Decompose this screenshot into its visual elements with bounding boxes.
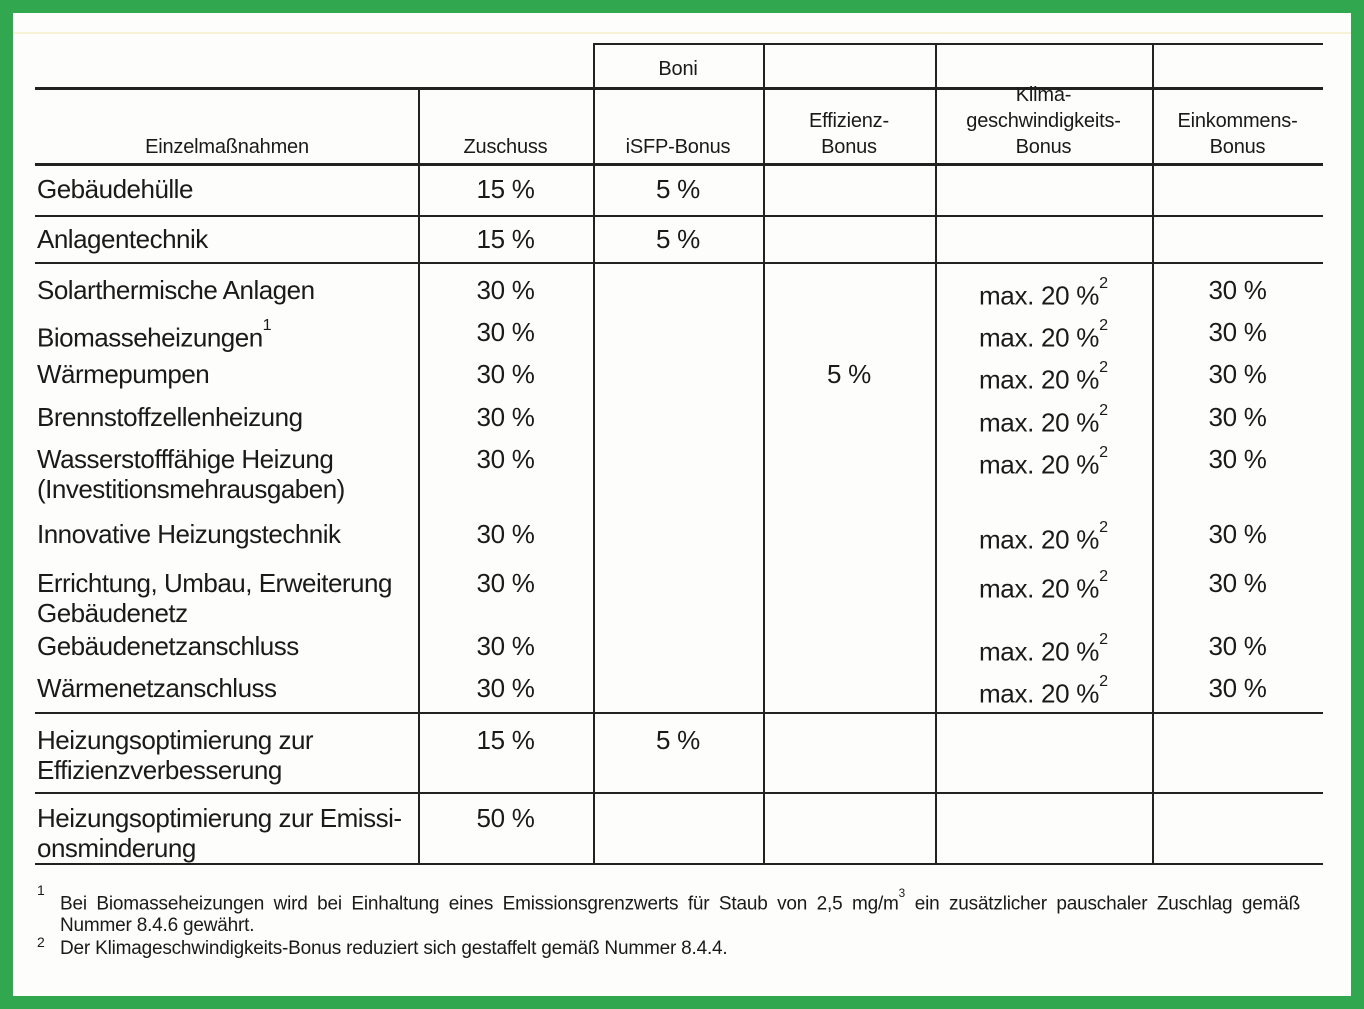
footnote-text-part: Bei Biomasseheizungen wird bei Einhaltun… bbox=[60, 893, 899, 915]
table-line bbox=[763, 43, 765, 865]
value-einkommens-bonus: 30 % bbox=[1208, 519, 1267, 549]
value-zuschuss: 30 % bbox=[476, 444, 535, 474]
table-line bbox=[35, 215, 1323, 217]
footnote-ref: 2 bbox=[1099, 566, 1109, 585]
footnote-ref: 2 bbox=[1099, 273, 1109, 292]
value-text: max. 20 % bbox=[978, 322, 1100, 353]
value-zuschuss: 30 % bbox=[476, 631, 535, 661]
table-line bbox=[593, 43, 595, 865]
footnote-ref: 2 bbox=[1099, 442, 1109, 461]
value-klima-bonus: max. 20 %2 bbox=[935, 566, 1152, 604]
value-klima-bonus: max. 20 %2 bbox=[935, 671, 1152, 709]
measure-label: Wärmenetzanschluss bbox=[37, 673, 277, 703]
measure-label: Wasserstofffähige Heizung (Investitionsm… bbox=[37, 444, 345, 504]
measure-label: Anlagentechnik bbox=[37, 224, 208, 254]
measure-label: Biomasseheizungen1 bbox=[37, 315, 415, 353]
measure-label: Heizungsoptimierung zur Effizienzverbess… bbox=[37, 725, 314, 785]
value-einkommens-bonus: 30 % bbox=[1208, 444, 1267, 474]
value-klima-bonus: max. 20 %2 bbox=[935, 442, 1152, 480]
footnote-marker: 1 bbox=[37, 882, 45, 898]
table-line bbox=[35, 712, 1323, 714]
value-text: max. 20 % bbox=[978, 407, 1100, 438]
footnote-ref: 2 bbox=[1099, 400, 1109, 419]
scan-artifact-line bbox=[13, 32, 1351, 34]
footnote-ref: 2 bbox=[1099, 629, 1109, 648]
measure-label: Solarthermische Anlagen bbox=[37, 275, 315, 305]
table-line bbox=[1152, 43, 1154, 865]
table-line bbox=[35, 792, 1323, 794]
value-klima-bonus: max. 20 %2 bbox=[935, 357, 1152, 395]
value-einkommens-bonus: 30 % bbox=[1208, 275, 1267, 305]
value-zuschuss: 15 % bbox=[476, 174, 535, 204]
value-einkommens-bonus: 30 % bbox=[1208, 317, 1267, 347]
footnote-text-part: ein zusätzlicher pauschaler Zuschlag gem… bbox=[60, 893, 1300, 937]
measure-label: Innovative Heizungstechnik bbox=[37, 519, 341, 549]
footnote-marker: 2 bbox=[37, 934, 45, 950]
value-einkommens-bonus: 30 % bbox=[1208, 402, 1267, 432]
value-einkommens-bonus: 30 % bbox=[1208, 673, 1267, 703]
column-header-isfp-bonus: iSFP-Bonus bbox=[625, 136, 731, 158]
value-klima-bonus: max. 20 %2 bbox=[935, 273, 1152, 311]
label-text: Biomasseheizungen bbox=[37, 322, 263, 353]
column-header-effizienz-bonus: Effizienz- Bonus bbox=[809, 110, 889, 158]
column-header-einkommens-bonus: Einkommens- Bonus bbox=[1177, 110, 1298, 158]
measure-label: Gebäudehülle bbox=[37, 174, 193, 204]
column-group-header-boni: Boni bbox=[658, 58, 698, 80]
value-zuschuss: 30 % bbox=[476, 359, 535, 389]
footnote-text: Der Klimageschwindigkeits-Bonus reduzier… bbox=[60, 938, 728, 959]
footnote-ref: 2 bbox=[1099, 517, 1109, 536]
value-klima-bonus: max. 20 %2 bbox=[935, 629, 1152, 667]
table-line bbox=[418, 87, 420, 865]
table-line bbox=[593, 43, 1323, 45]
column-header-einzelmassnahmen: Einzelmaßnahmen bbox=[145, 136, 309, 158]
measure-label: Wärmepumpen bbox=[37, 359, 210, 389]
value-text: max. 20 % bbox=[978, 449, 1100, 480]
value-isfp-bonus: 5 % bbox=[656, 224, 700, 254]
table-line bbox=[35, 87, 1323, 90]
value-einkommens-bonus: 30 % bbox=[1208, 359, 1267, 389]
table-line bbox=[935, 43, 937, 865]
footnote-ref: 2 bbox=[1099, 671, 1109, 690]
footnote-ref: 2 bbox=[1099, 357, 1109, 376]
table-line bbox=[35, 163, 1323, 166]
table-line bbox=[35, 863, 1323, 865]
value-effizienz-bonus: 5 % bbox=[827, 359, 871, 389]
value-zuschuss: 15 % bbox=[476, 725, 535, 755]
value-zuschuss: 15 % bbox=[476, 224, 535, 254]
measure-label: Errichtung, Umbau, Erweiterung Gebäudene… bbox=[37, 568, 392, 628]
value-klima-bonus: max. 20 %2 bbox=[935, 400, 1152, 438]
value-zuschuss: 30 % bbox=[476, 275, 535, 305]
measure-label: Heizungsoptimierung zur Emissi- onsminde… bbox=[37, 803, 402, 863]
footnote-text: Bei Biomasseheizungen wird bei Einhaltun… bbox=[60, 886, 1300, 937]
value-einkommens-bonus: 30 % bbox=[1208, 631, 1267, 661]
value-text: max. 20 % bbox=[978, 636, 1100, 667]
footnote-ref: 2 bbox=[1099, 315, 1109, 334]
value-isfp-bonus: 5 % bbox=[656, 725, 700, 755]
value-text: max. 20 % bbox=[978, 573, 1100, 604]
value-zuschuss: 30 % bbox=[476, 317, 535, 347]
value-zuschuss: 30 % bbox=[476, 673, 535, 703]
value-text: max. 20 % bbox=[978, 280, 1100, 311]
measure-label: Gebäudenetzanschluss bbox=[37, 631, 299, 661]
table-line bbox=[35, 262, 1323, 264]
value-text: max. 20 % bbox=[978, 678, 1100, 709]
superscript: 3 bbox=[898, 886, 906, 900]
value-zuschuss: 30 % bbox=[476, 402, 535, 432]
column-header-klimageschwindigkeits-bonus: Klima- geschwindigkeits- Bonus bbox=[966, 84, 1121, 158]
value-zuschuss: 30 % bbox=[476, 568, 535, 598]
value-text: max. 20 % bbox=[978, 364, 1100, 395]
value-isfp-bonus: 5 % bbox=[656, 174, 700, 204]
value-zuschuss: 30 % bbox=[476, 519, 535, 549]
footnote-ref: 1 bbox=[262, 315, 272, 334]
measure-label: Brennstoffzellenheizung bbox=[37, 402, 303, 432]
column-header-zuschuss: Zuschuss bbox=[463, 136, 548, 158]
value-klima-bonus: max. 20 %2 bbox=[935, 315, 1152, 353]
value-klima-bonus: max. 20 %2 bbox=[935, 517, 1152, 555]
value-text: max. 20 % bbox=[978, 524, 1100, 555]
value-einkommens-bonus: 30 % bbox=[1208, 568, 1267, 598]
value-zuschuss: 50 % bbox=[476, 803, 535, 833]
